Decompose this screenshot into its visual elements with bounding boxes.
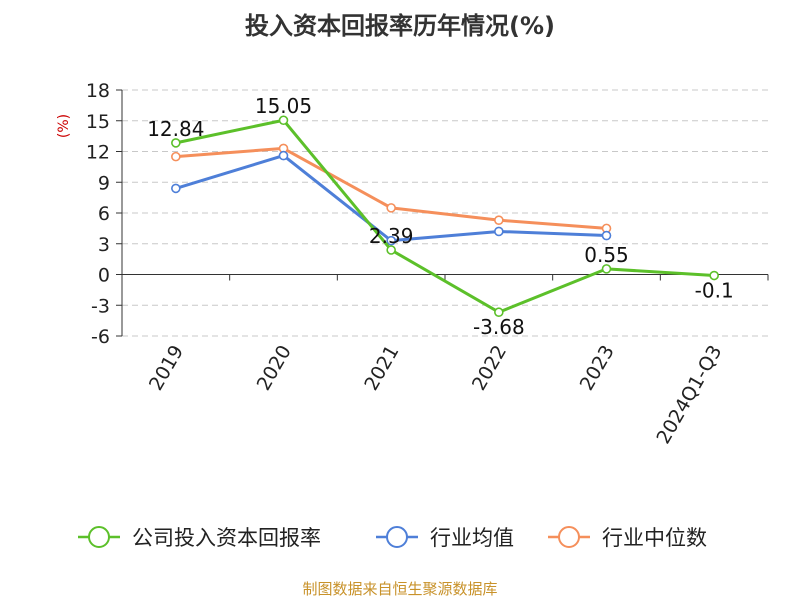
x-tick-label: 2024Q1-Q3 — [652, 342, 726, 448]
series-lines — [171, 115, 719, 318]
data-point — [386, 245, 396, 255]
y-tick-label: 0 — [98, 265, 110, 287]
data-point — [278, 150, 289, 161]
source-note: 制图数据来自恒生聚源数据库 — [302, 580, 497, 598]
series-1 — [171, 150, 612, 246]
y-tick-label: 3 — [98, 234, 110, 256]
legend-item: 行业中位数 — [548, 526, 707, 550]
y-tick-label: -6 — [91, 326, 110, 348]
legend-item: 行业均值 — [376, 526, 514, 550]
y-tick-label: 12 — [86, 142, 110, 164]
data-point — [601, 230, 612, 241]
x-tick-label: 2019 — [145, 342, 188, 395]
data-point — [171, 138, 181, 148]
data-labels: 12.84 15.05 2.39 -3.68 0.55 -0.1 — [147, 94, 733, 339]
data-point — [494, 226, 504, 237]
series-2 — [171, 143, 612, 234]
data-label: 2.39 — [369, 224, 414, 248]
x-tick-label: 2023 — [576, 342, 619, 395]
data-label: 15.05 — [255, 94, 312, 118]
series-line — [174, 118, 716, 314]
data-point — [171, 151, 181, 162]
legend-label: 公司投入资本回报率 — [132, 526, 321, 550]
data-label: -0.1 — [695, 279, 734, 303]
y-tick-label: 6 — [98, 203, 110, 225]
y-axis-unit-label: (%) — [56, 114, 72, 138]
x-tick-label: 2020 — [253, 342, 296, 395]
legend-swatch-marker — [88, 526, 110, 548]
legend: 公司投入资本回报率 行业均值 行业中位数 — [78, 526, 707, 550]
x-tick-label: 2022 — [468, 342, 511, 395]
series-0 — [171, 115, 719, 318]
series-line — [174, 146, 608, 230]
y-tick-label: 15 — [86, 111, 110, 133]
data-point — [171, 183, 181, 194]
data-point — [386, 203, 396, 213]
y-tick-label: -3 — [91, 295, 110, 317]
data-point — [494, 215, 504, 225]
legend-label: 行业均值 — [430, 526, 514, 550]
data-point — [278, 115, 289, 126]
data-label: 0.55 — [584, 243, 629, 267]
data-label: -3.68 — [473, 315, 525, 339]
data-point — [386, 235, 396, 246]
chart-title: 投入资本回报率历年情况(%) — [245, 12, 555, 40]
legend-swatch-marker — [558, 526, 580, 548]
x-tick-label: 2021 — [360, 342, 403, 395]
data-point — [494, 307, 504, 318]
legend-label: 行业中位数 — [602, 526, 707, 550]
legend-item: 公司投入资本回报率 — [78, 526, 321, 550]
data-point — [601, 264, 612, 274]
legend-swatch-marker — [386, 526, 408, 548]
data-point — [709, 270, 719, 281]
y-tick-label: 18 — [86, 80, 110, 102]
data-label: 12.84 — [147, 117, 204, 141]
y-tick-label: 9 — [98, 172, 110, 194]
